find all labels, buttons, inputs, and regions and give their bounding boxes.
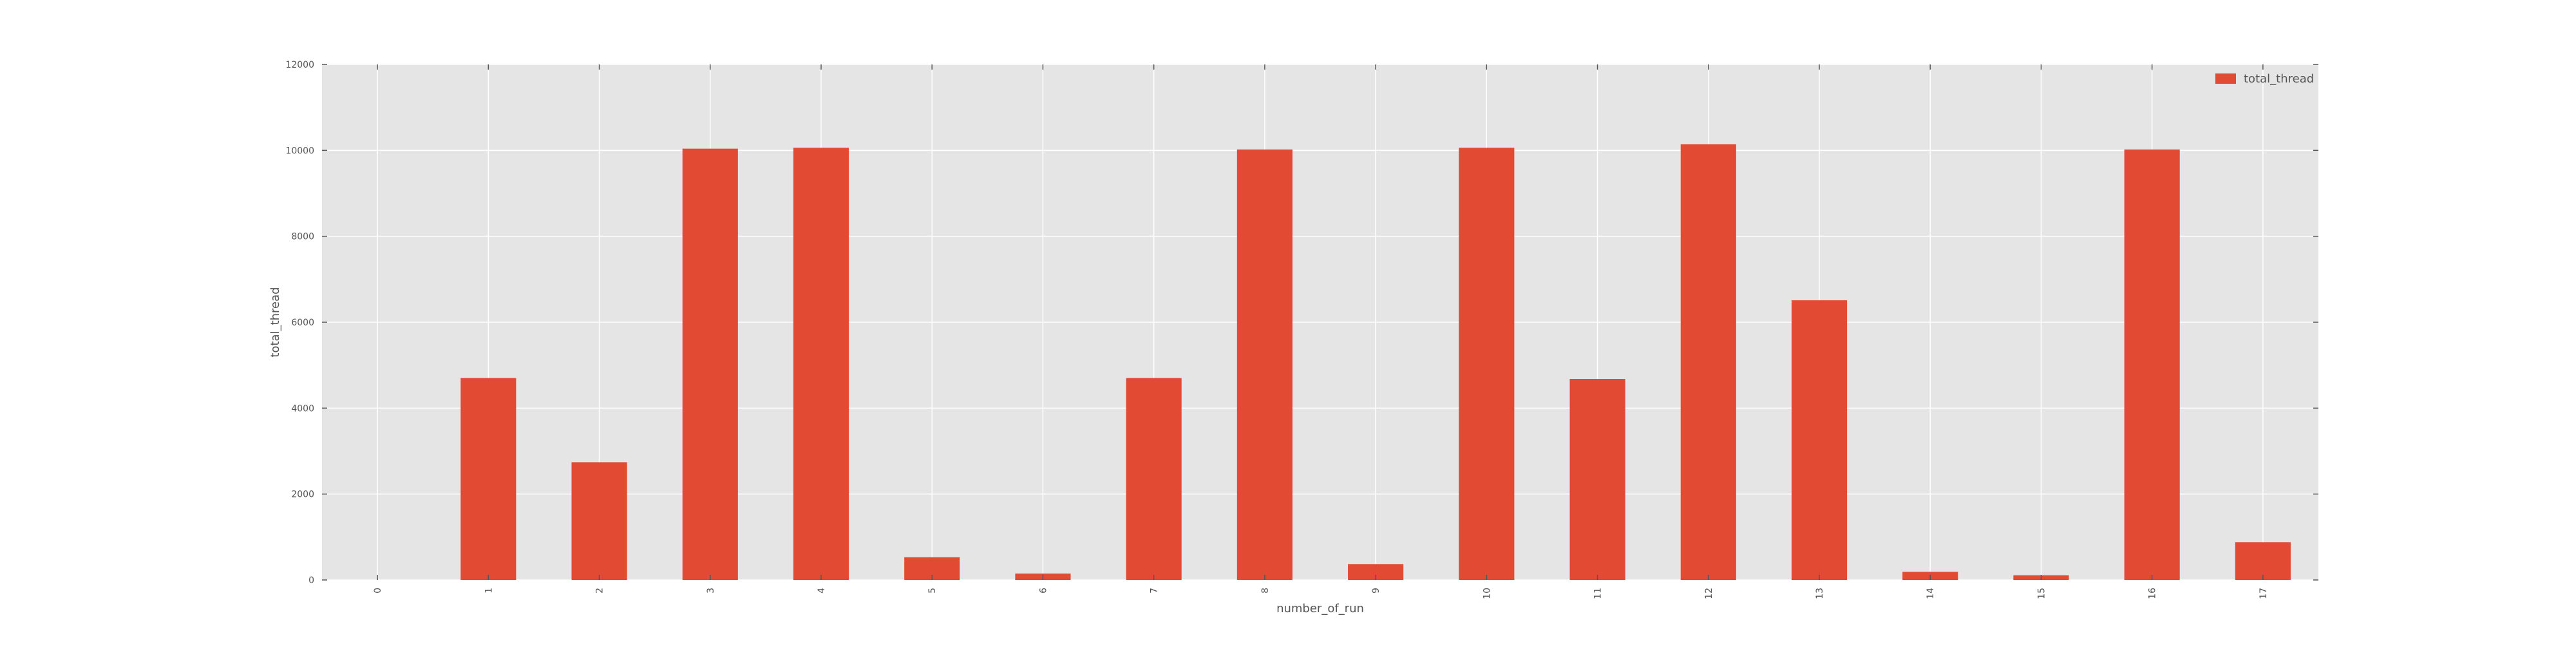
x-tick-label: 7 xyxy=(1150,588,1160,594)
x-tick-label: 11 xyxy=(1593,588,1604,599)
x-tick-label: 0 xyxy=(373,588,383,594)
bar-7 xyxy=(1126,378,1182,580)
x-tick-label: 6 xyxy=(1038,588,1048,594)
bar-8 xyxy=(1236,150,1293,580)
y-tick-label: 6000 xyxy=(291,318,314,328)
bar-11 xyxy=(1569,379,1625,580)
x-tick-label: 3 xyxy=(706,588,716,594)
y-tick-label: 4000 xyxy=(291,403,314,414)
bar-1 xyxy=(460,378,516,580)
x-axis-label: number_of_run xyxy=(1276,602,1364,615)
y-tick-label: 12000 xyxy=(285,60,314,70)
legend-swatch xyxy=(2215,73,2236,84)
x-tick-label: 15 xyxy=(2036,588,2047,599)
legend: total_thread xyxy=(2215,72,2314,86)
x-tick-label: 9 xyxy=(1371,588,1381,594)
bar-10 xyxy=(1459,148,1515,581)
bar-13 xyxy=(1791,300,1848,580)
x-tick-label: 1 xyxy=(484,588,494,594)
legend-label: total_thread xyxy=(2244,72,2314,86)
x-tick-label: 17 xyxy=(2259,588,2269,599)
bar-3 xyxy=(682,148,738,580)
ticks xyxy=(322,64,2318,581)
x-tick-label: 10 xyxy=(1482,588,1492,599)
y-tick-label: 2000 xyxy=(291,490,314,500)
y-tick-label: 0 xyxy=(308,575,314,586)
bar-17 xyxy=(2235,542,2291,580)
x-tick-label: 12 xyxy=(1704,588,1714,599)
bar-12 xyxy=(1680,144,1736,580)
bar-2 xyxy=(571,462,627,580)
bar-4 xyxy=(793,148,849,581)
x-tick-label: 8 xyxy=(1260,588,1271,594)
x-tick-label: 4 xyxy=(817,588,827,594)
bar-16 xyxy=(2124,150,2180,580)
x-tick-label: 13 xyxy=(1815,588,1825,599)
x-tick-label: 2 xyxy=(595,588,605,594)
x-tick-label: 5 xyxy=(927,588,938,594)
bars xyxy=(460,144,2291,581)
y-tick-label: 8000 xyxy=(291,232,314,242)
x-tick-label: 16 xyxy=(2148,588,2158,599)
y-tick-label: 10000 xyxy=(285,146,314,156)
x-tick-label: 14 xyxy=(1926,588,1936,599)
y-axis-label: total_thread xyxy=(269,287,282,357)
